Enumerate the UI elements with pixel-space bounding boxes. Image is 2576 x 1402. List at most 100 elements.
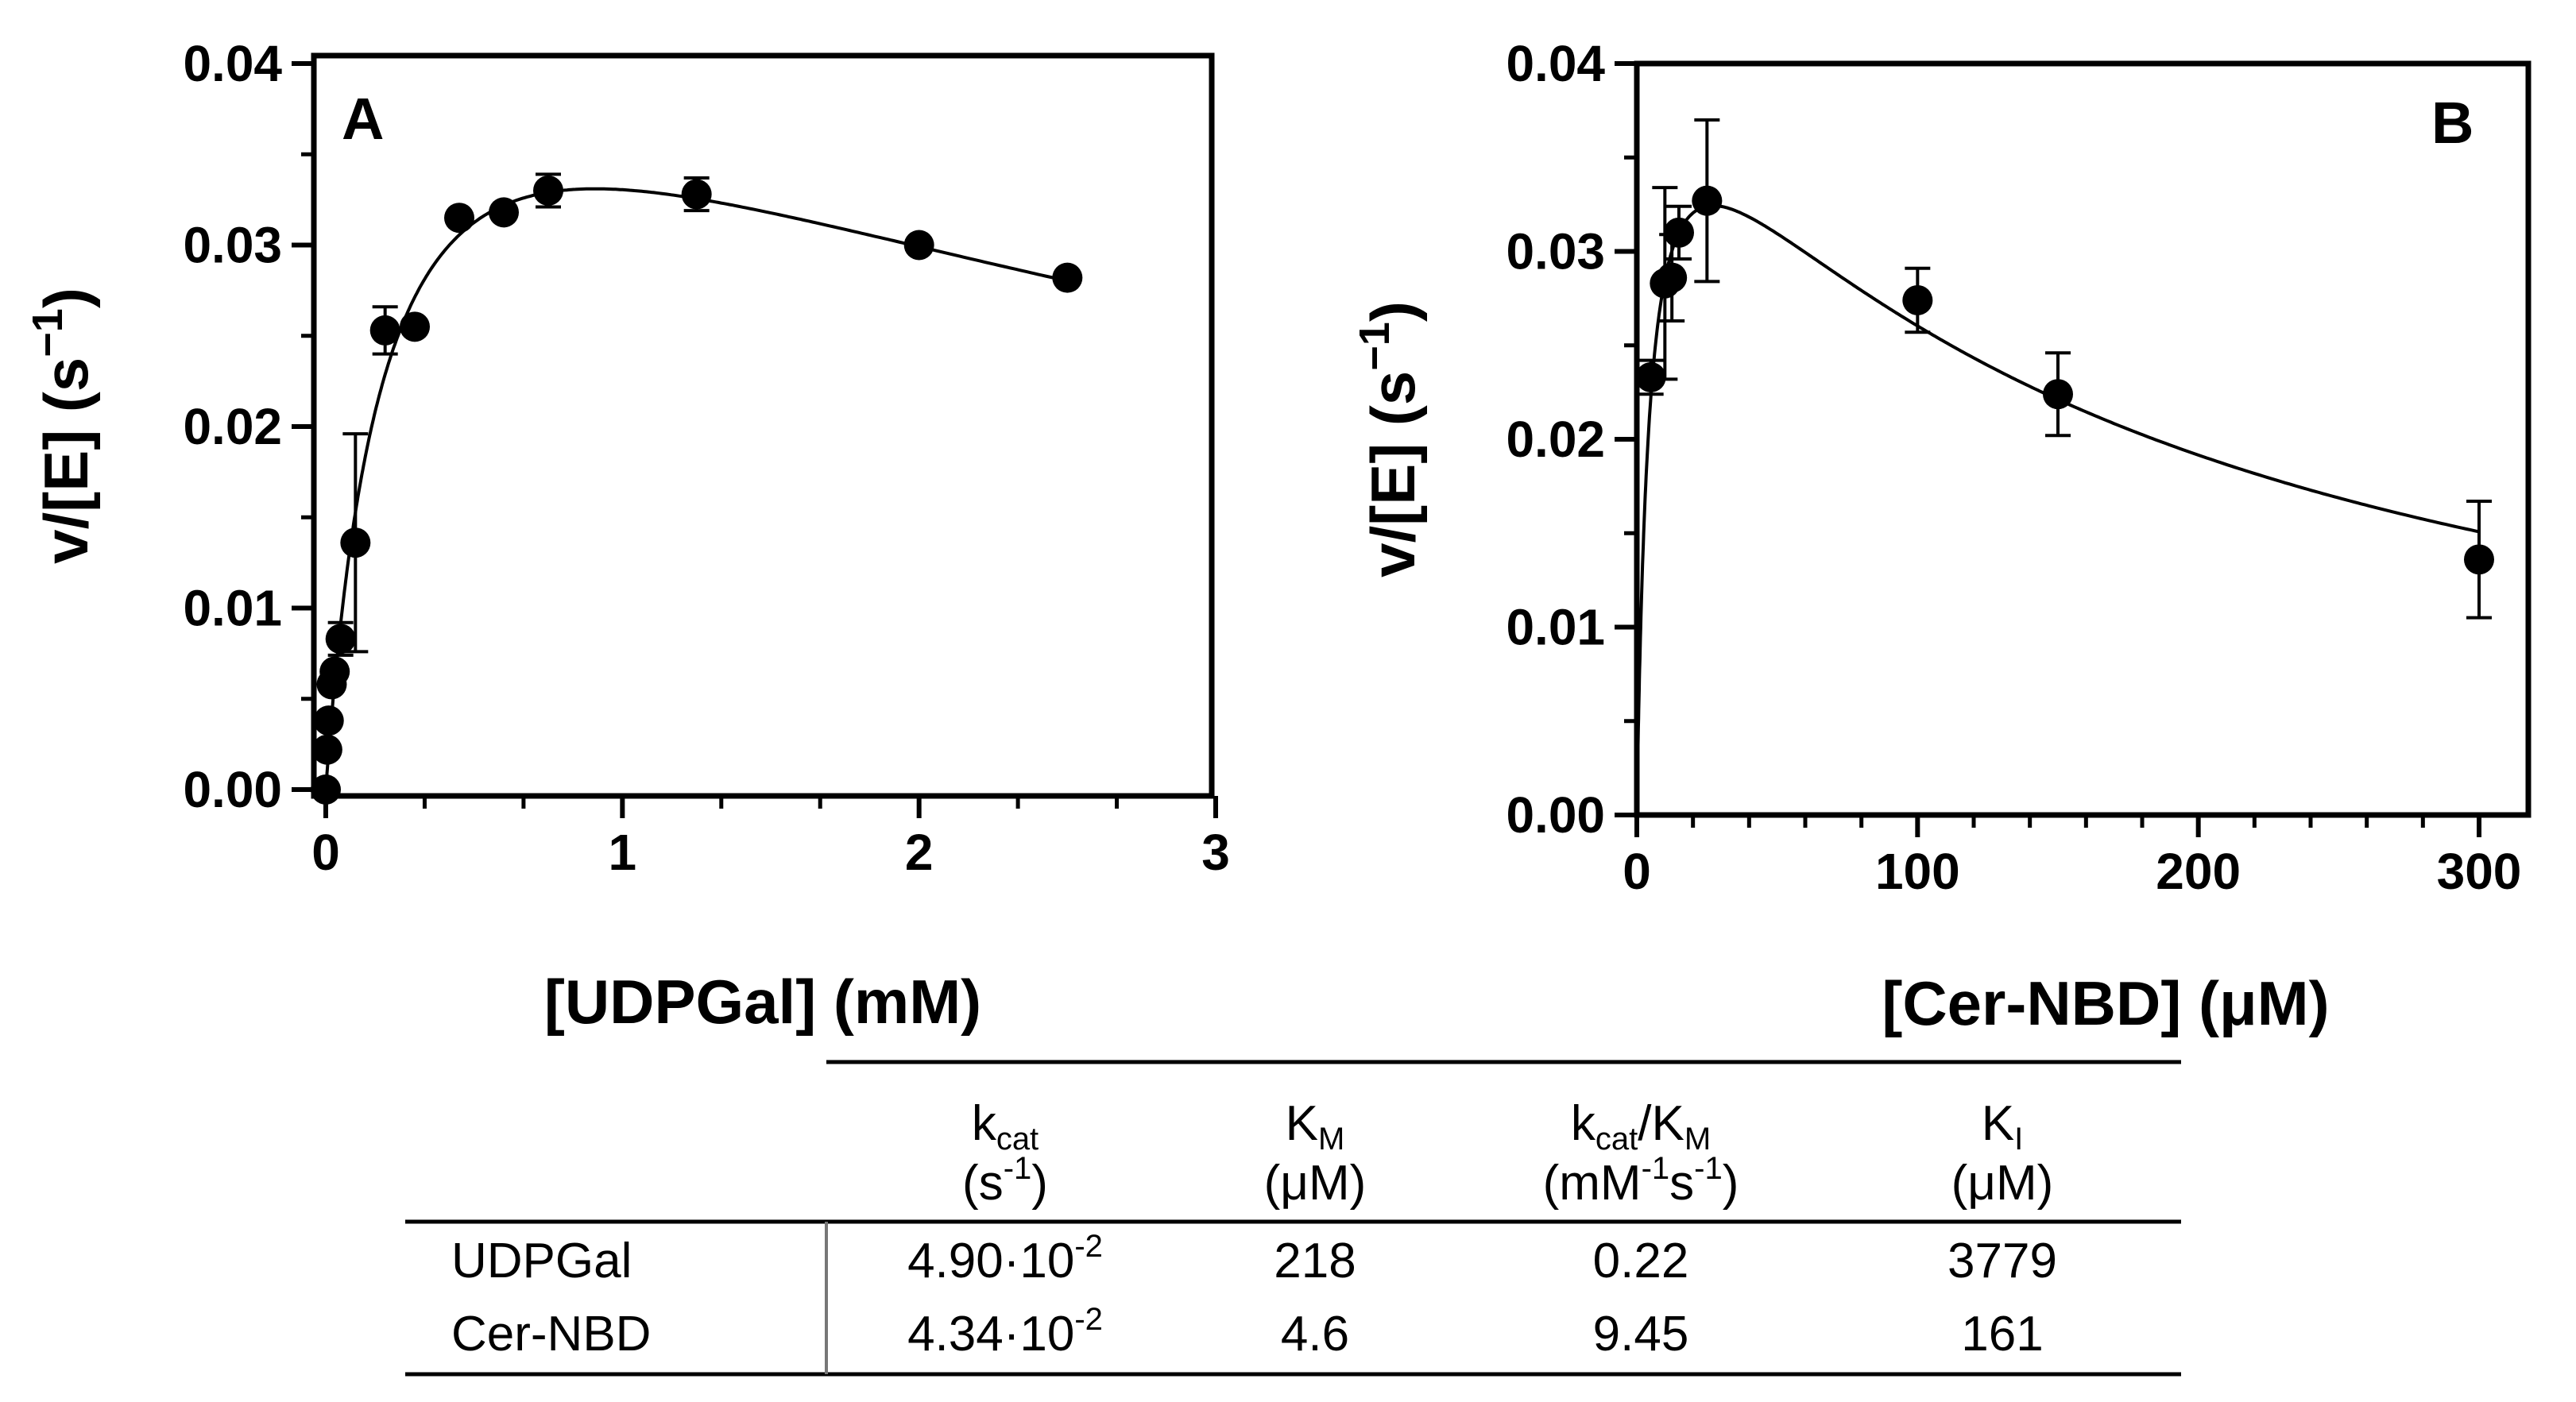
header-ratio-main: k <box>1571 1096 1596 1151</box>
panel-b-letter: B <box>2431 90 2474 156</box>
header-ratio-unit-sup2: -1 <box>1694 1151 1723 1186</box>
panel-a-y-label-main: v/[E] (s <box>31 357 101 564</box>
panel-b-data-point <box>1902 284 1933 315</box>
panel-b-y-tick-label: 0.03 <box>1506 223 1605 280</box>
panel-a-chart: 0.00 0.01 0.02 0.03 0.04 0 1 2 3 A [UDPGal] (mM… <box>24 35 1230 1037</box>
panel-a-y-tick-label: 0.04 <box>183 35 282 92</box>
row-udpgal-kcat-exp: -2 <box>1074 1229 1103 1264</box>
row-cernbd-name: Cer-NBD <box>451 1307 651 1361</box>
panel-a-y-ticks: 0.00 0.01 0.02 0.03 0.04 <box>183 35 314 818</box>
panel-a-x-tick-label: 3 <box>1201 824 1230 881</box>
panel-b-x-tick-label: 0 <box>1623 843 1651 900</box>
panel-a-data-point <box>311 734 342 765</box>
header-ratio: kcat/KM <box>1571 1096 1711 1157</box>
row-cernbd-kcat-exp: -2 <box>1074 1302 1103 1337</box>
panel-a-data-point <box>681 179 712 210</box>
panel-a-y-axis-label: v/[E] (s−1) <box>24 288 101 564</box>
panel-a-data-point <box>319 656 350 687</box>
panel-a-frame <box>311 52 1215 799</box>
panel-b-data-point <box>2464 544 2494 575</box>
header-ratio-unit: (mM-1s-1) <box>1543 1151 1739 1211</box>
header-ratio-unit-sup: -1 <box>1642 1151 1670 1186</box>
panel-a-x-tick-label: 1 <box>609 824 637 881</box>
panel-b-x-tick-label: 300 <box>2437 843 2522 900</box>
panel-a-data-point <box>311 774 341 805</box>
panel-a-y-tick-label: 0.03 <box>183 217 282 274</box>
panel-a-data-point <box>533 175 563 206</box>
header-ratio-unit-post: ) <box>1723 1156 1739 1211</box>
panel-a-y-label-end: ) <box>31 288 101 308</box>
panel-a-fit-curve <box>324 187 1068 786</box>
row-cernbd-ratio: 9.45 <box>1593 1307 1689 1361</box>
header-ki-unit: (μM) <box>1951 1156 2054 1211</box>
panel-b-y-tick-label: 0.01 <box>1506 599 1605 656</box>
panel-a-letter: A <box>342 86 384 152</box>
header-ratio-sub: cat <box>1595 1122 1638 1157</box>
panel-b-fit-curve <box>1635 203 2480 813</box>
panel-a-data-point <box>489 197 519 228</box>
panel-a-data-point <box>903 230 934 261</box>
header-kcat: kcat <box>972 1096 1039 1157</box>
panel-b-y-tick-label: 0.00 <box>1506 786 1605 844</box>
panel-b-y-ticks: 0.00 0.01 0.02 0.03 0.04 <box>1506 35 1637 844</box>
row-udpgal-name: UDPGal <box>451 1234 632 1288</box>
panel-a-x-axis-label: [UDPGal] (mM) <box>544 967 981 1037</box>
panel-a-data-point <box>1052 262 1083 293</box>
row-udpgal-ki: 3779 <box>1947 1234 2057 1288</box>
header-km: KM <box>1286 1096 1345 1157</box>
panel-a-data-point <box>400 311 430 342</box>
row-udpgal-ratio: 0.22 <box>1593 1234 1689 1288</box>
panel-b-x-tick-label: 200 <box>2156 843 2241 900</box>
panel-b-data-point <box>1692 185 1723 216</box>
panel-b-chart: 0.00 0.01 0.02 0.03 0.04 0 100 200 300 B [Cer-N… <box>1351 35 2532 1038</box>
row-cernbd-km: 4.6 <box>1281 1307 1349 1361</box>
panel-b-x-tick-label: 100 <box>1875 843 1960 900</box>
panel-b-data-point <box>1657 262 1688 293</box>
row-udpgal-km: 218 <box>1274 1234 1356 1288</box>
panel-b-data-points <box>1635 118 2494 620</box>
header-ki-sub: I <box>2014 1122 2023 1157</box>
row-udpgal-kcat-base: 4.90·10 <box>907 1234 1074 1288</box>
header-ratio-unit-mid: s <box>1669 1156 1694 1211</box>
panel-a-y-label-sup: −1 <box>24 308 72 357</box>
header-km-unit: (μM) <box>1264 1156 1367 1211</box>
header-ki-main: K <box>1982 1096 2014 1151</box>
kinetics-table: kcat (s-1) KM (μM) kcat/KM (mM-1s-1) KI … <box>405 1060 2181 1377</box>
panel-b-y-tick-label: 0.04 <box>1506 35 1605 92</box>
panel-a-data-point <box>369 315 400 346</box>
panel-b-data-point <box>2043 379 2073 410</box>
panel-b-y-label-main: v/[E] (s <box>1358 371 1428 577</box>
row-cernbd-kcat: 4.34·10-2 <box>907 1302 1103 1361</box>
header-kcat-unit: (s-1) <box>962 1151 1048 1211</box>
header-kcat-unit-sup: -1 <box>1004 1151 1032 1186</box>
panel-b-x-ticks: 0 100 200 300 <box>1623 815 2521 900</box>
panel-b-frame <box>1634 60 2532 818</box>
panel-a-y-tick-label: 0.02 <box>183 398 282 455</box>
header-kcat-unit-pre: (s <box>962 1156 1004 1211</box>
header-ki: KI <box>1982 1096 2023 1157</box>
panel-a-x-ticks: 0 1 2 3 <box>311 796 1230 881</box>
panel-a-y-tick-label: 0.00 <box>183 761 282 818</box>
header-ratio-sub2: M <box>1684 1122 1711 1157</box>
header-kcat-sub: cat <box>996 1122 1039 1157</box>
header-ratio-unit-pre: (mM <box>1543 1156 1642 1211</box>
panel-a-data-point <box>325 624 356 655</box>
panel-b-x-axis-label: [Cer-NBD] (μM) <box>1882 968 2329 1038</box>
panel-a-x-tick-label: 2 <box>905 824 934 881</box>
panel-b-y-tick-label: 0.02 <box>1506 411 1605 468</box>
panel-a-data-point <box>340 527 371 558</box>
panel-b-y-label-end: ) <box>1358 301 1428 322</box>
panel-a-data-point <box>313 705 344 736</box>
header-km-main: K <box>1286 1096 1318 1151</box>
panel-a-data-points <box>311 172 1083 805</box>
panel-a-x-tick-label: 0 <box>311 824 340 881</box>
header-km-sub: M <box>1318 1122 1344 1157</box>
row-cernbd-ki: 161 <box>1961 1307 2043 1361</box>
row-udpgal-kcat: 4.90·10-2 <box>907 1229 1103 1288</box>
row-cernbd-kcat-base: 4.34·10 <box>907 1307 1074 1361</box>
panel-b-data-point <box>1664 217 1694 248</box>
header-kcat-main: k <box>972 1096 997 1151</box>
panel-b-y-label-sup: −1 <box>1351 322 1398 371</box>
panel-a-y-tick-label: 0.01 <box>183 580 282 637</box>
